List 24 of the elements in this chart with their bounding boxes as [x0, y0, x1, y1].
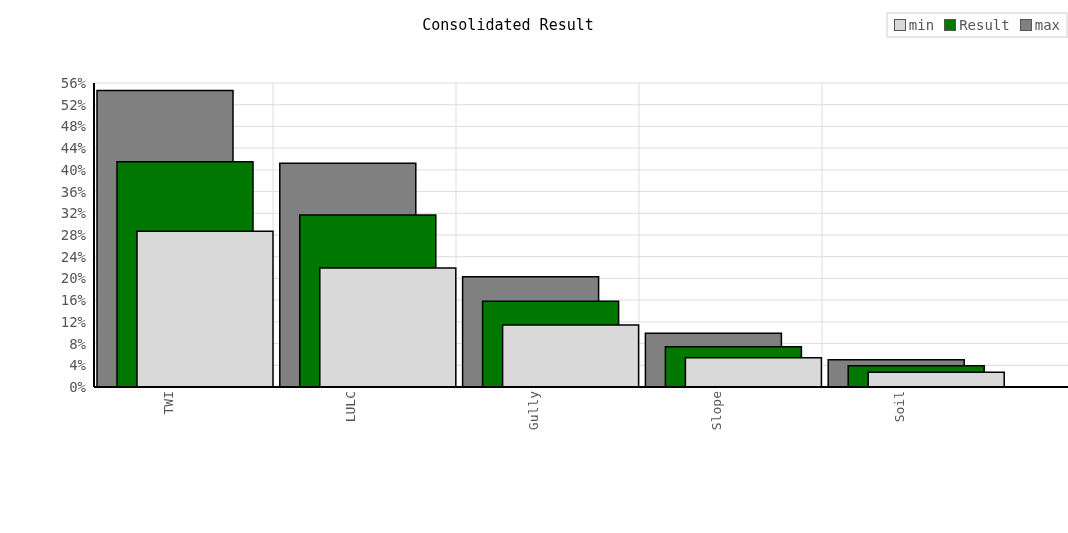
y-tick-label: 16%: [60, 292, 87, 309]
y-tick-label: 20%: [60, 270, 87, 287]
x-tick-label: TWI: [160, 391, 176, 415]
y-tick-label: 12%: [60, 313, 87, 330]
x-tick-label: Soil: [891, 391, 907, 423]
x-tick-label: Slope: [709, 390, 725, 431]
y-tick-label: 36%: [60, 183, 87, 200]
x-tick-label: Gully: [526, 390, 542, 431]
y-tick-label: 0%: [69, 378, 87, 395]
y-tick-label: 56%: [60, 74, 87, 91]
y-tick-label: 28%: [60, 226, 87, 243]
legend-label: max: [1033, 17, 1060, 33]
y-tick-label: 4%: [69, 357, 87, 374]
y-tick-label: 32%: [60, 205, 87, 222]
x-tick-label: LULC: [343, 391, 359, 423]
y-tick-label: 40%: [60, 161, 87, 178]
legend-label: min: [907, 17, 935, 33]
legend-label: Result: [958, 17, 1010, 33]
chart-title: Consolidated Result: [422, 16, 594, 34]
y-tick-label: 44%: [60, 140, 87, 157]
y-tick-label: 52%: [60, 96, 87, 113]
y-tick-label: 48%: [60, 118, 87, 135]
y-tick-label: 8%: [69, 335, 87, 352]
y-tick-label: 24%: [60, 248, 87, 265]
